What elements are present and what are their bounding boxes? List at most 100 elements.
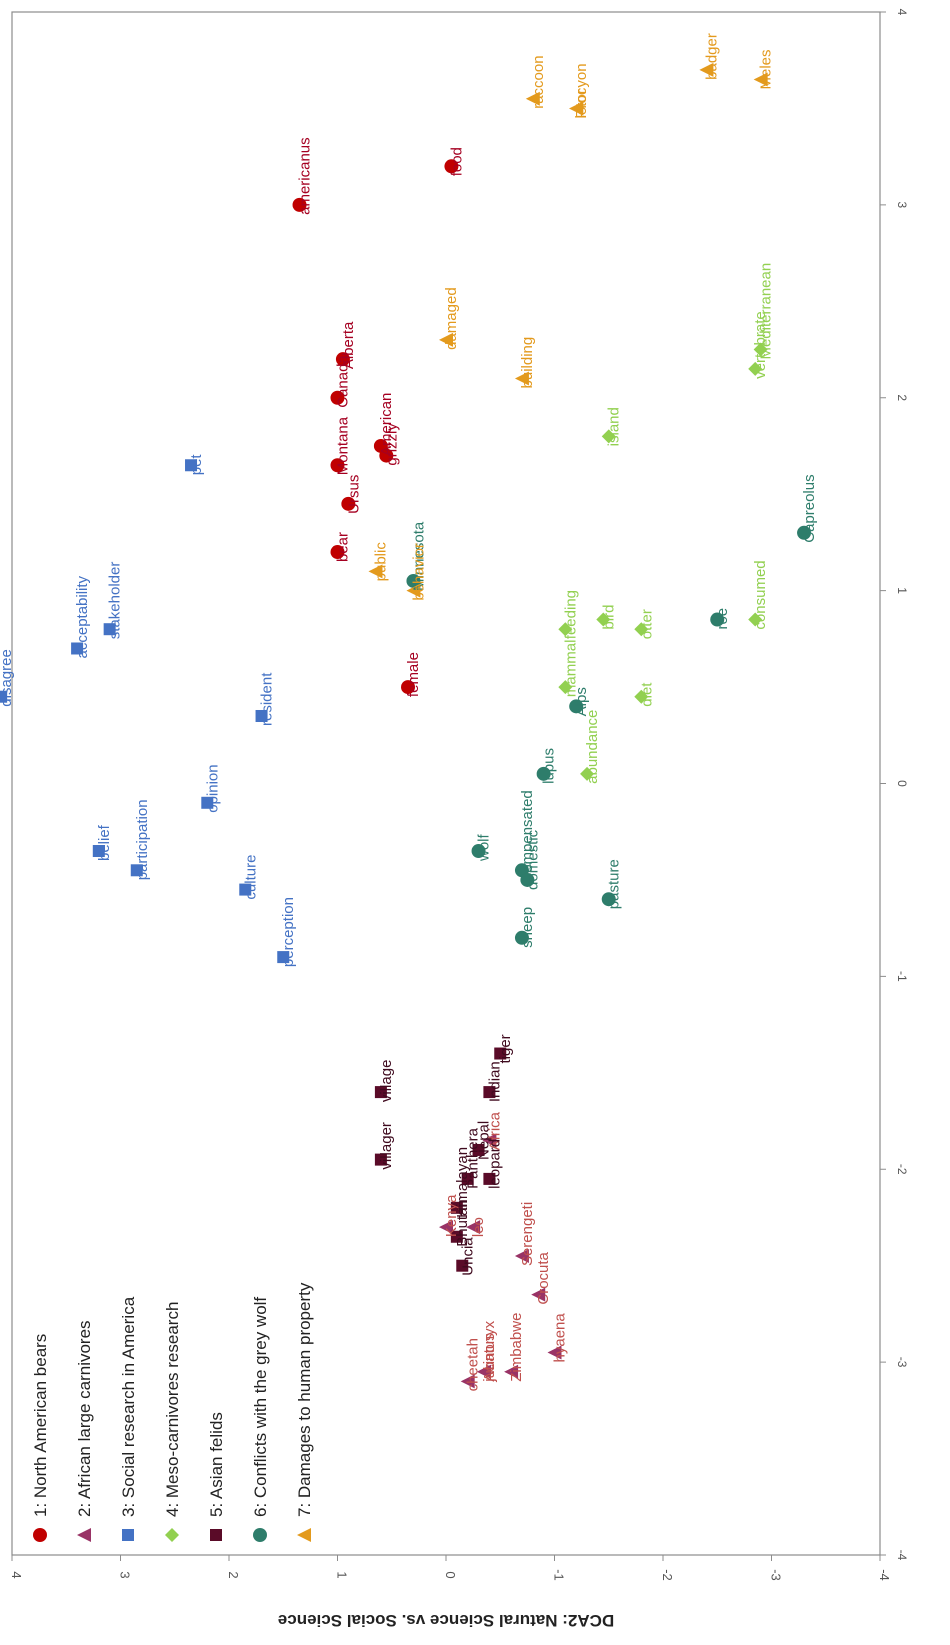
plot-border [11, 11, 881, 1556]
point-label-pet: pet [188, 454, 205, 476]
point-label-otter: otter [638, 609, 655, 639]
point-label-female: female [405, 652, 422, 697]
point-label-kenya: Kenya [443, 1194, 460, 1237]
point-female [401, 680, 416, 695]
x-tick-label: 0 [895, 780, 909, 787]
y-tick-label: -3 [769, 1569, 784, 1581]
x-tick-label: -4 [895, 1550, 909, 1561]
point-label-food: food [448, 147, 465, 176]
point-grizzly [379, 448, 394, 463]
y-tick-label: 0 [443, 1571, 458, 1578]
point-consumed [748, 612, 763, 627]
point-perception [277, 951, 290, 964]
point-label-pasture: pasture [606, 859, 623, 909]
point-cheetah [460, 1374, 475, 1389]
y-tick-label: 3 [118, 1571, 133, 1578]
point-disagree [0, 690, 8, 703]
y-tick-label: -1 [552, 1569, 567, 1581]
point-label-belief: belief [96, 824, 113, 861]
point-label-damaged: damaged [443, 287, 460, 350]
point-crocuta [531, 1287, 546, 1302]
x-tick-label: 2 [895, 394, 909, 401]
x-tick-label: 1 [895, 587, 909, 594]
point-capreolus [797, 525, 812, 540]
data-points [0, 62, 812, 1389]
point-indian [483, 1086, 496, 1099]
point-americanus [292, 197, 307, 212]
point-nepal [472, 1143, 485, 1156]
legend-entry-7: 7: Damages to human property [295, 1282, 314, 1517]
point-label-domestic: domestic [524, 829, 541, 890]
point-alberta [335, 352, 350, 367]
point-label-americanus: americanus [297, 137, 314, 215]
point-minnesota [406, 573, 421, 588]
legend-entry-2: 2: African large carnivores [75, 1320, 94, 1517]
point-label-bear: bear [335, 532, 352, 562]
point-label-zimbabwe: Zimbabwe [508, 1313, 525, 1382]
point-mammal [558, 680, 573, 695]
point-lupus [536, 766, 551, 781]
legend-entry-5: 5: Asian felids [207, 1412, 226, 1517]
point-label-lotor: lotor [573, 89, 590, 118]
point-label-montana: Montana [335, 416, 352, 475]
point-public [368, 564, 383, 579]
point-wolf [471, 844, 486, 859]
point-himalayan [450, 1201, 463, 1214]
point-label-village: village [378, 1060, 395, 1103]
point-label-vertebrate: vertebrate [752, 311, 769, 379]
point-label-feeding: feeding [562, 590, 579, 639]
point-label-building: building [519, 337, 536, 389]
point-africa [482, 1133, 497, 1148]
point-island [601, 429, 616, 444]
point-mediterranean [753, 342, 768, 357]
point-label-himalayan: Himalayan [454, 1147, 471, 1218]
point-label-participation: participation [134, 799, 151, 880]
point-bird [596, 612, 611, 627]
point-montana [330, 458, 345, 473]
point-label-acceptability: acceptability [74, 575, 91, 658]
point-label-leopard: leopard [486, 1139, 503, 1189]
point-damaged [439, 332, 453, 347]
point-label-africa: Africa [486, 1111, 503, 1150]
point-label-minnesota: Minnesota [410, 521, 427, 591]
point-label-wolf: wolf [476, 833, 493, 862]
point-food [444, 159, 459, 174]
point-label-panthera: Panthera [465, 1127, 482, 1189]
point-raccoon [525, 91, 540, 106]
point-abundance [580, 766, 595, 781]
x-tick-labels: -4 -3 -2 -1 0 1 2 3 4 [880, 9, 909, 1561]
legend-marker-1 [33, 1528, 47, 1542]
point-tiger [494, 1047, 507, 1060]
legend: 1: North American bears 2: African large … [31, 1282, 314, 1542]
point-label-bhutan: Bhutan [454, 1199, 471, 1247]
point-label-serengeti: Serengeti [519, 1202, 536, 1266]
point-acceptability [71, 642, 84, 655]
legend-entry-4: 4: Meso-carnivores research [163, 1302, 182, 1517]
point-label-consumed: consumed [752, 560, 769, 629]
point-procyon [569, 101, 584, 116]
point-vertebrate [748, 361, 763, 376]
point-label-meles: Meles [758, 49, 775, 89]
x-tick-label: -1 [895, 971, 909, 982]
point-label-perception: perception [280, 897, 297, 967]
point-label-acinonyx: Acinonyx [481, 1320, 498, 1381]
point-label-public: public [372, 542, 389, 582]
point-hyaena [547, 1345, 562, 1360]
point-stakeholder [103, 623, 116, 636]
y-tick-label: -2 [660, 1569, 675, 1581]
x-tick-label: -3 [895, 1357, 909, 1368]
point-canada [330, 390, 345, 405]
point-uncia [456, 1259, 469, 1272]
point-pasture [601, 892, 616, 907]
point-label-ursus: Ursus [345, 475, 362, 514]
point-label-culture: culture [242, 855, 259, 900]
y-axis-label: DCA2: Natural Science vs. Social Science [278, 1611, 614, 1630]
point-label-grizzly: grizzly [383, 423, 400, 466]
point-label-leo: leo [470, 1217, 487, 1237]
point-label-island: island [606, 407, 623, 446]
point-kenya [439, 1220, 453, 1235]
legend-marker-3 [122, 1529, 134, 1541]
point-label-resident: resident [259, 672, 276, 726]
